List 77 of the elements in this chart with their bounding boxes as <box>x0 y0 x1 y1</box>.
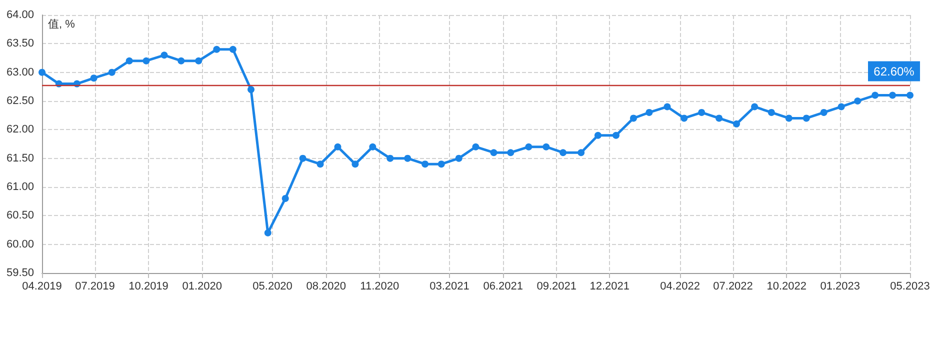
point <box>282 194 289 202</box>
point <box>630 114 637 122</box>
y-tick-label: 61.00 <box>6 181 34 193</box>
point <box>751 103 758 110</box>
point <box>578 149 585 156</box>
point <box>334 143 342 150</box>
point <box>838 103 845 110</box>
point <box>213 46 220 53</box>
point <box>142 57 150 64</box>
y-tick-label: 61.50 <box>6 152 34 164</box>
x-tick-label: 03.2021 <box>430 280 470 292</box>
point <box>38 68 46 76</box>
x-tick-label: 11.2020 <box>360 280 400 292</box>
y-tick-label: 63.50 <box>6 38 34 50</box>
point <box>108 68 116 76</box>
point <box>820 108 828 116</box>
point <box>646 108 653 116</box>
x-tick-label: 07.2022 <box>713 280 753 292</box>
point <box>507 149 514 156</box>
point <box>386 154 394 162</box>
x-tick-label: 04.2019 <box>22 280 62 292</box>
x-tick-label: 08.2020 <box>306 280 346 292</box>
point <box>525 143 532 150</box>
point <box>698 108 706 116</box>
x-tick-label: 05.2023 <box>890 280 930 292</box>
point <box>612 132 620 139</box>
x-tick-label: 06.2021 <box>483 280 523 292</box>
point <box>802 114 810 122</box>
x-tick-label: 04.2022 <box>660 280 700 292</box>
x-tick-label: 07.2019 <box>75 280 115 292</box>
y-tick-label: 64.00 <box>6 9 34 21</box>
point <box>369 143 376 150</box>
y-tick-label: 59.50 <box>6 267 34 279</box>
point <box>264 229 272 236</box>
point <box>455 154 462 162</box>
x-tick-label: 10.2022 <box>766 280 806 292</box>
point <box>889 92 896 99</box>
point <box>316 160 324 168</box>
x-tick-label: 01.2020 <box>182 280 222 292</box>
point <box>90 74 98 82</box>
x-tick-label: 10.2019 <box>128 280 168 292</box>
x-tick-label: 01.2023 <box>820 280 860 292</box>
point <box>422 160 429 168</box>
point <box>854 98 862 104</box>
point <box>438 160 445 168</box>
point <box>248 86 254 94</box>
point <box>299 154 306 162</box>
point <box>785 114 792 122</box>
point <box>906 92 914 99</box>
point <box>126 57 133 64</box>
annotation: 62.60% <box>874 64 915 78</box>
point <box>872 92 879 99</box>
point <box>716 114 723 122</box>
point <box>472 143 480 150</box>
point <box>160 52 168 59</box>
y-axis-title: 值, % <box>48 18 76 30</box>
point <box>733 120 740 128</box>
point <box>664 103 671 110</box>
x-tick-label: 09.2021 <box>536 280 577 292</box>
y-tick-label: 62.00 <box>6 124 34 136</box>
point <box>490 149 498 156</box>
x-tick-label: 05.2020 <box>252 280 292 292</box>
x-tick-label: 12.2021 <box>590 280 630 292</box>
y-tick-label: 60.50 <box>6 210 34 222</box>
point <box>542 143 550 150</box>
point <box>352 160 359 168</box>
point <box>768 108 775 116</box>
y-tick-label: 63.00 <box>6 66 34 78</box>
y-tick-label: 60.00 <box>6 238 34 250</box>
point <box>404 154 412 162</box>
y-tick-label: 62.50 <box>6 95 34 107</box>
point <box>229 46 236 53</box>
point <box>560 149 567 156</box>
point <box>195 57 202 64</box>
point <box>680 114 688 122</box>
point <box>178 57 185 64</box>
point <box>594 132 602 139</box>
